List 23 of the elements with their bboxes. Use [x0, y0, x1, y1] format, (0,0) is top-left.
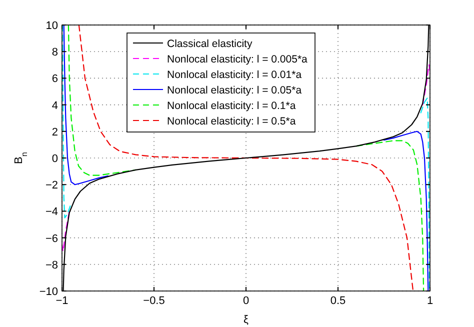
- y-tick-label: 8: [52, 46, 58, 59]
- y-tick-label: 0: [52, 153, 58, 165]
- x-tick-label: 0: [242, 295, 250, 307]
- y-tick-label: −6: [45, 232, 58, 245]
- y-tick-label: −2: [45, 180, 58, 192]
- x-tick-label: 1: [426, 295, 434, 307]
- x-tick-label: −1: [56, 295, 68, 307]
- y-tick-label: −4: [45, 206, 58, 218]
- y-tick-label: 10: [46, 20, 58, 32]
- x-tick-label: 0.5: [330, 295, 346, 307]
- y-tick-label: −10: [39, 286, 58, 298]
- legend-label: Nonlocal elasticity: l = 0.1*a: [167, 100, 296, 112]
- legend-label: Classical elasticity: [167, 38, 253, 50]
- y-tick-label: −8: [45, 259, 58, 272]
- y-tick-label: 6: [52, 73, 58, 86]
- y-tick-label: 2: [52, 126, 58, 138]
- x-tick-label: −0.5: [143, 295, 165, 307]
- legend-label: Nonlocal elasticity: l = 0.005*a: [167, 54, 308, 66]
- y-tick-label: 4: [52, 100, 58, 112]
- legend-label: Nonlocal elasticity: l = 0.01*a: [167, 69, 302, 81]
- x-axis-title: ξ: [244, 314, 249, 326]
- legend-label: Nonlocal elasticity: l = 0.5*a: [167, 116, 296, 128]
- legend-label: Nonlocal elasticity: l = 0.05*a: [167, 84, 302, 96]
